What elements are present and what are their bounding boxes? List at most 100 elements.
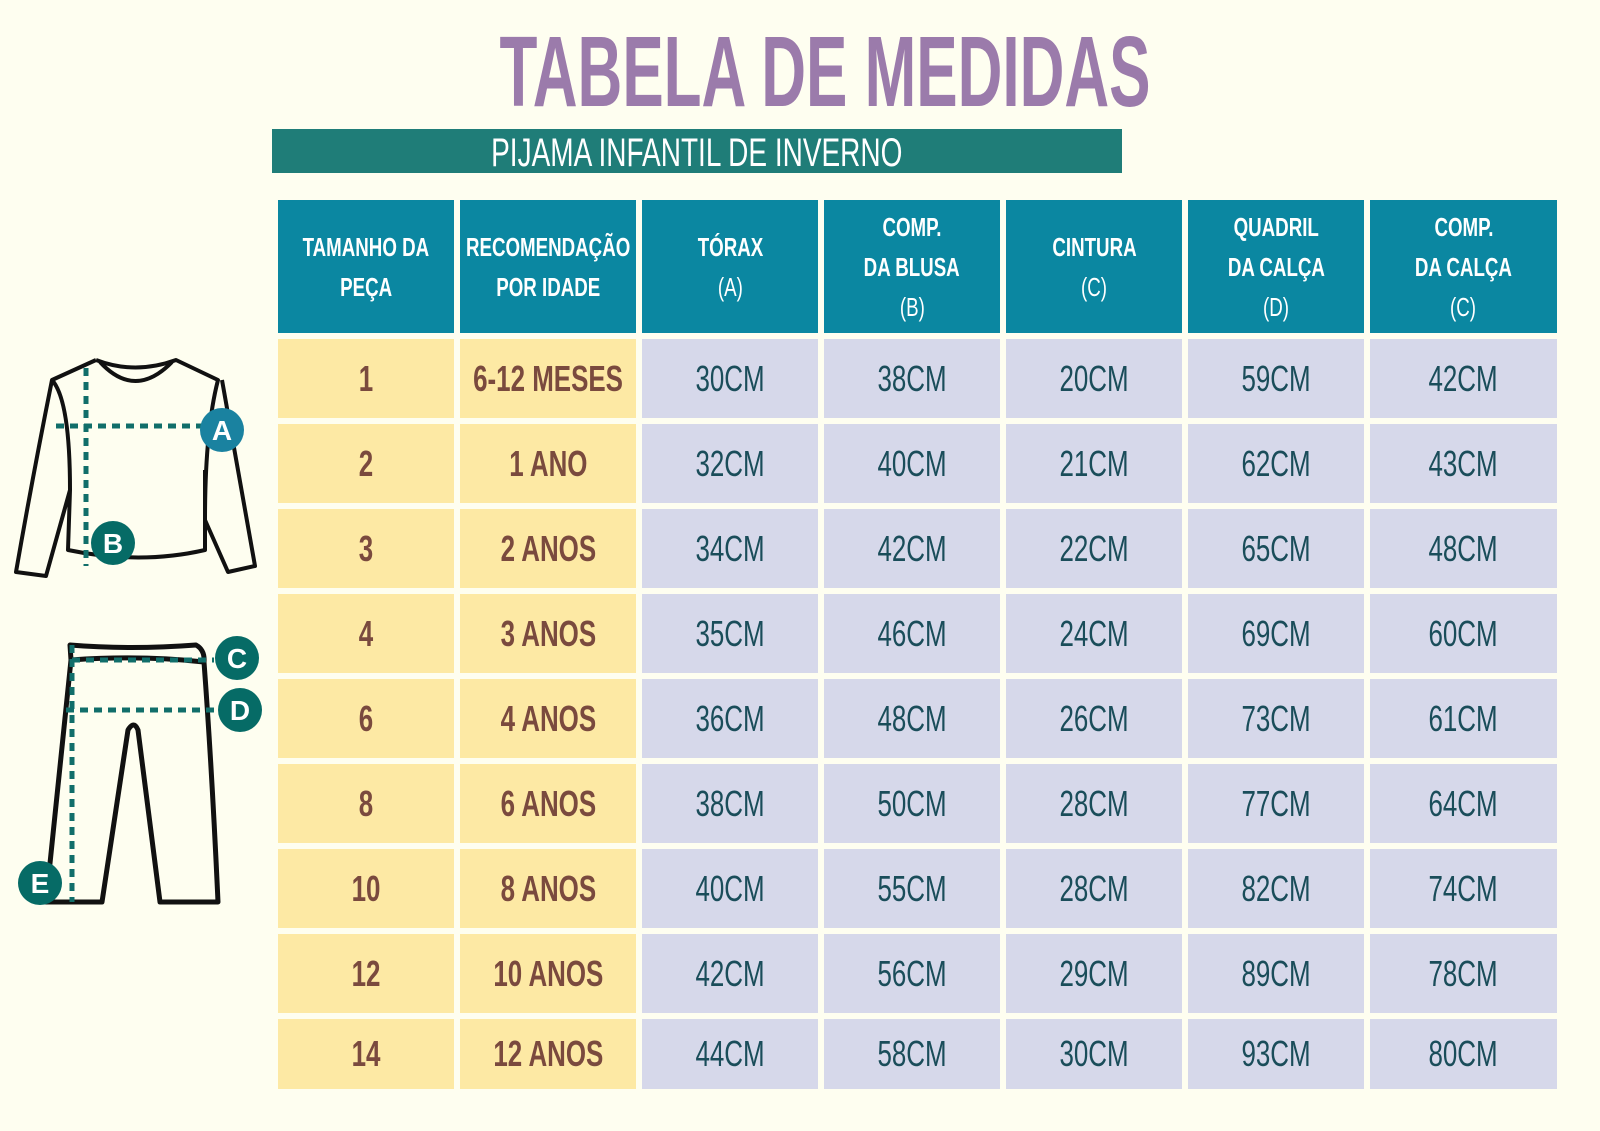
cell-text: 28CM <box>1059 867 1129 909</box>
age-cell: 2 ANOS <box>460 509 636 588</box>
cell-text: 78CM <box>1428 952 1499 994</box>
header-letter: (B) <box>899 291 925 322</box>
measure-cell: 69CM <box>1188 594 1364 673</box>
size-cell: 4 <box>278 594 454 673</box>
cell-text: 26CM <box>1059 697 1129 739</box>
cell-text: 29CM <box>1059 952 1129 994</box>
measure-cell: 21CM <box>1006 424 1182 503</box>
measure-cell: 74CM <box>1370 849 1557 928</box>
measure-cell: 48CM <box>824 679 1000 758</box>
measure-cell: 36CM <box>642 679 818 758</box>
cell-text: 12 ANOS <box>493 1033 603 1074</box>
cell-text: 43CM <box>1428 442 1499 484</box>
size-table: TAMANHO DA PEÇA RECOMENDAÇÃO POR IDADE TÓRAX… <box>278 200 1557 1089</box>
cell-text: 82CM <box>1241 867 1311 909</box>
measure-cell: 48CM <box>1370 509 1557 588</box>
age-cell: 3 ANOS <box>460 594 636 673</box>
header-text: TÓRAX <box>697 231 763 262</box>
measure-cell: 30CM <box>642 339 818 418</box>
measure-cell: 55CM <box>824 849 1000 928</box>
column-header: TAMANHO DA PEÇA <box>278 200 454 333</box>
header-text: RECOMENDAÇÃO <box>465 231 631 262</box>
label-e: E <box>31 868 50 899</box>
measure-cell: 35CM <box>642 594 818 673</box>
cell-text: 30CM <box>695 357 765 399</box>
measure-cell: 77CM <box>1188 764 1364 843</box>
measure-cell: 93CM <box>1188 1019 1364 1089</box>
cell-text: 3 <box>358 527 374 569</box>
size-cell: 2 <box>278 424 454 503</box>
header-text: TAMANHO DA <box>302 231 430 262</box>
cell-text: 22CM <box>1059 527 1129 569</box>
cell-text: 21CM <box>1059 442 1129 484</box>
marker-c <box>215 636 259 680</box>
measure-cell: 34CM <box>642 509 818 588</box>
header-letter: (C) <box>1450 291 1477 322</box>
cell-text: 89CM <box>1241 952 1311 994</box>
cell-text: 69CM <box>1241 612 1311 654</box>
measure-cell: 38CM <box>824 339 1000 418</box>
measure-cell: 78CM <box>1370 934 1557 1013</box>
cell-text: 42CM <box>695 952 765 994</box>
measure-cell: 40CM <box>642 849 818 928</box>
label-a: A <box>212 415 232 446</box>
measure-cell: 58CM <box>824 1019 1000 1089</box>
cell-text: 46CM <box>877 612 947 654</box>
measure-cell: 89CM <box>1188 934 1364 1013</box>
marker-b <box>91 521 135 565</box>
cell-text: 64CM <box>1428 782 1499 824</box>
size-cell: 14 <box>278 1019 454 1089</box>
column-header: COMP. DA BLUSA (B) <box>824 200 1000 333</box>
cell-text: 50CM <box>877 782 947 824</box>
measure-cell: 80CM <box>1370 1019 1557 1089</box>
age-cell: 8 ANOS <box>460 849 636 928</box>
measure-cell: 26CM <box>1006 679 1182 758</box>
measure-cell: 62CM <box>1188 424 1364 503</box>
cell-text: 2 ANOS <box>500 527 596 569</box>
measure-cell: 24CM <box>1006 594 1182 673</box>
size-cell: 3 <box>278 509 454 588</box>
measure-cell: 42CM <box>1370 339 1557 418</box>
header-letter: (A) <box>717 271 743 302</box>
cell-text: 61CM <box>1428 697 1499 739</box>
cell-text: 10 ANOS <box>493 952 603 994</box>
measure-cell: 73CM <box>1188 679 1364 758</box>
cell-text: 3 ANOS <box>500 612 596 654</box>
measure-cell: 50CM <box>824 764 1000 843</box>
cell-text: 77CM <box>1241 782 1311 824</box>
cell-text: 30CM <box>1059 1033 1129 1074</box>
cell-text: 2 <box>358 442 374 484</box>
cell-text: 35CM <box>695 612 765 654</box>
measure-cell: 46CM <box>824 594 1000 673</box>
measure-cell: 44CM <box>642 1019 818 1089</box>
cell-text: 62CM <box>1241 442 1311 484</box>
measure-cell: 60CM <box>1370 594 1557 673</box>
column-header: TÓRAX (A) <box>642 200 818 333</box>
garment-measurement-diagram: A B C D E <box>14 358 262 905</box>
column-header: CINTURA (C) <box>1006 200 1182 333</box>
label-c: C <box>227 643 247 674</box>
cell-text: 65CM <box>1241 527 1311 569</box>
size-cell: 12 <box>278 934 454 1013</box>
age-cell: 12 ANOS <box>460 1019 636 1089</box>
subtitle-banner: PIJAMA INFANTIL DE INVERNO <box>272 129 1122 175</box>
cell-text: 4 <box>358 612 374 654</box>
measure-cell: 38CM <box>642 764 818 843</box>
cell-text: 48CM <box>877 697 947 739</box>
cell-text: 44CM <box>695 1033 765 1074</box>
cell-text: 56CM <box>877 952 947 994</box>
cell-text: 1 <box>358 357 374 399</box>
cell-text: 59CM <box>1241 357 1311 399</box>
cell-text: 38CM <box>695 782 765 824</box>
cell-text: 60CM <box>1428 612 1499 654</box>
header-text: COMP. <box>1434 211 1493 242</box>
cell-text: 32CM <box>695 442 765 484</box>
measure-cell: 82CM <box>1188 849 1364 928</box>
cell-text: 74CM <box>1428 867 1499 909</box>
cell-text: 55CM <box>877 867 947 909</box>
measure-cell: 59CM <box>1188 339 1364 418</box>
age-cell: 1 ANO <box>460 424 636 503</box>
cell-text: 4 ANOS <box>500 697 596 739</box>
cell-text: 40CM <box>877 442 947 484</box>
cell-text: 8 ANOS <box>500 867 596 909</box>
